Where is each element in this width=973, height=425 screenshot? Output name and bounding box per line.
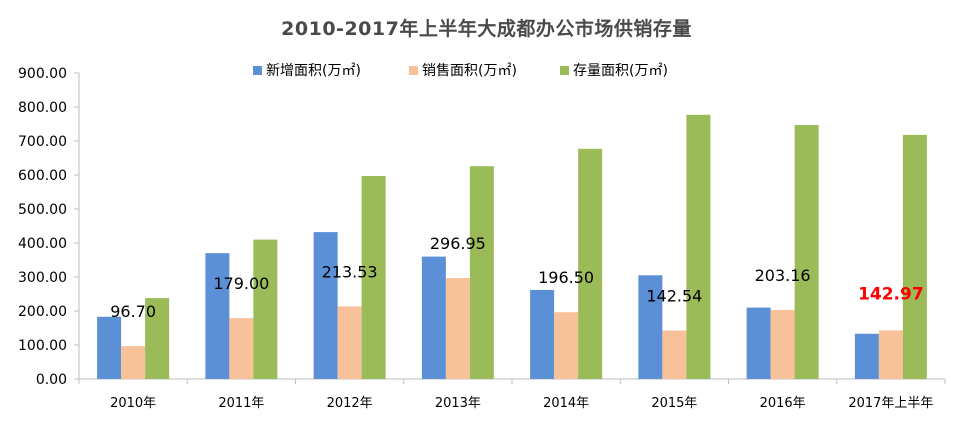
- legend-swatch: [560, 66, 569, 75]
- y-tick-label: 100.00: [18, 338, 67, 354]
- chart-title: 2010-2017年上半年大成都办公市场供销存量: [281, 18, 692, 40]
- x-tick-label: 2013年: [435, 396, 481, 411]
- data-label: 179.00: [213, 274, 269, 293]
- x-tick-label: 2017年上半年: [848, 396, 933, 411]
- bar: [145, 298, 170, 379]
- bar: [662, 330, 687, 379]
- y-tick-label: 900.00: [18, 66, 67, 82]
- bar: [530, 289, 555, 379]
- y-tick-label: 200.00: [18, 304, 67, 320]
- data-label: 196.50: [538, 268, 594, 287]
- bar: [337, 306, 362, 379]
- x-tick-label: 2016年: [760, 396, 806, 411]
- bar: [770, 309, 795, 379]
- x-tick-label: 2014年: [543, 396, 589, 411]
- bar: [902, 134, 927, 379]
- data-label: 296.95: [430, 234, 486, 253]
- y-tick-label: 0.00: [36, 372, 67, 388]
- legend-label: 销售面积(万㎡): [422, 63, 517, 79]
- bar: [229, 318, 254, 379]
- bar: [445, 278, 470, 379]
- bar: [97, 316, 122, 379]
- bar: [746, 307, 771, 379]
- y-tick-label: 400.00: [18, 236, 67, 252]
- bar: [205, 253, 230, 379]
- x-tick-label: 2012年: [327, 396, 373, 411]
- bar: [121, 346, 146, 379]
- bar: [361, 176, 386, 379]
- legend-swatch: [409, 66, 418, 75]
- bar: [554, 312, 579, 379]
- bar: [686, 114, 711, 379]
- bar: [253, 239, 278, 379]
- bar: [854, 333, 879, 379]
- bar: [878, 330, 903, 379]
- y-tick-label: 500.00: [18, 202, 67, 218]
- y-tick-label: 600.00: [18, 168, 67, 184]
- bar: [469, 166, 494, 379]
- bar: [313, 232, 338, 379]
- x-tick-label: 2015年: [651, 396, 697, 411]
- data-label: 96.70: [110, 302, 156, 321]
- x-tick-label: 2011年: [218, 396, 264, 411]
- y-tick-label: 700.00: [18, 134, 67, 150]
- bar: [578, 148, 603, 379]
- data-label: 142.54: [646, 287, 702, 306]
- y-tick-label: 800.00: [18, 100, 67, 116]
- data-label: 213.53: [322, 262, 378, 281]
- x-tick-label: 2010年: [110, 396, 156, 411]
- bar: [638, 275, 663, 379]
- bar: [421, 256, 446, 379]
- bar: [794, 125, 819, 380]
- legend-label: 新增面积(万㎡): [266, 63, 361, 79]
- y-tick-label: 300.00: [18, 270, 67, 286]
- data-label: 142.97: [858, 284, 924, 304]
- legend-swatch: [253, 66, 262, 75]
- data-label: 203.16: [755, 266, 811, 285]
- legend-label: 存量面积(万㎡): [573, 63, 668, 79]
